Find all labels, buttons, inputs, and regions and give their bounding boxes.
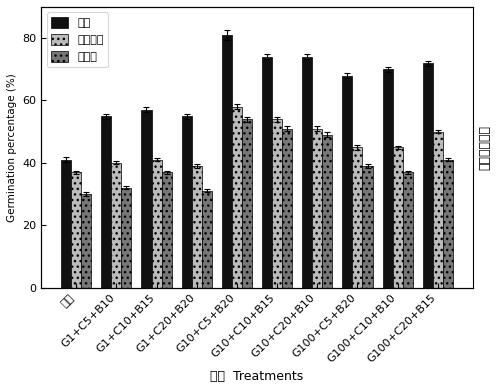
Bar [322,135,332,287]
Bar [312,129,322,287]
Bar [232,107,242,287]
Bar [392,147,403,287]
Bar [282,129,292,287]
Bar [382,69,392,287]
Bar [343,76,353,287]
Bar [161,172,172,287]
Bar [182,116,192,287]
Bar [222,35,232,287]
Bar [272,119,282,287]
X-axis label: 处理  Treatments: 处理 Treatments [210,370,304,383]
Bar [353,147,363,287]
Bar [61,160,71,287]
Bar [112,163,122,287]
Y-axis label: Germination percentage (%): Germination percentage (%) [7,73,17,222]
Bar [141,110,151,287]
Bar [363,166,373,287]
Bar [122,188,131,287]
Bar [423,63,433,287]
Bar [151,160,161,287]
Legend: 正常, 干早处理, 冷处理: 正常, 干早处理, 冷处理 [47,12,108,67]
Bar [242,119,252,287]
Bar [403,172,413,287]
Bar [443,160,453,287]
Bar [101,116,112,287]
Bar [262,57,272,287]
Bar [192,166,202,287]
Bar [302,57,312,287]
Bar [81,194,91,287]
Bar [202,191,212,287]
Y-axis label: 发芽率（％）: 发芽率（％） [478,125,491,170]
Bar [71,172,81,287]
Bar [433,132,443,287]
